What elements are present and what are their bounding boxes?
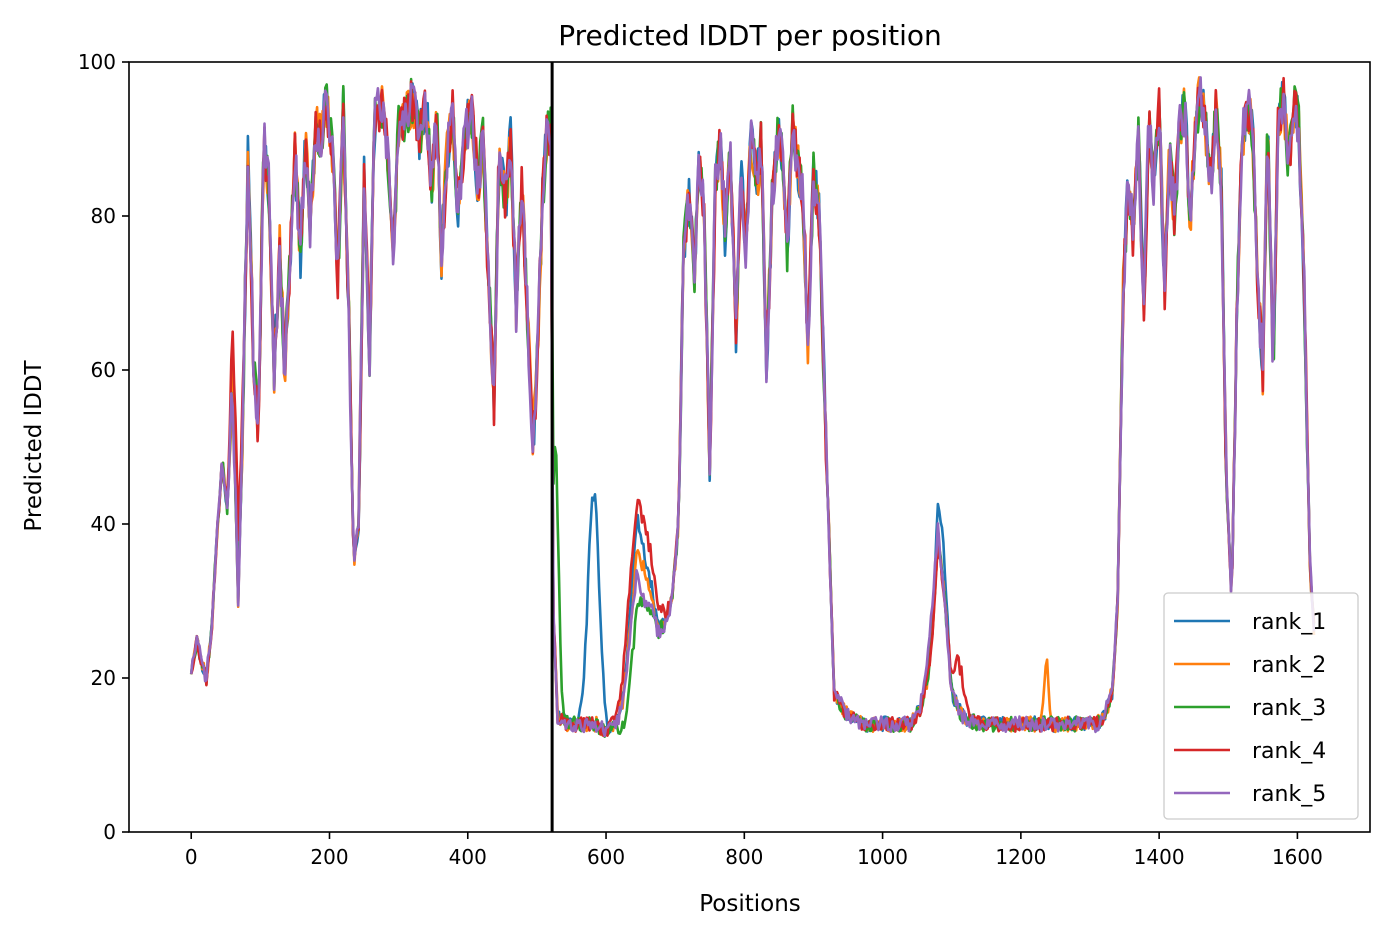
y-axis-ticks: 0 20 40 60 80 100 — [78, 50, 129, 844]
legend-label-rank_4: rank_4 — [1252, 739, 1326, 764]
y-tick-label: 20 — [91, 666, 116, 690]
x-tick-label: 400 — [449, 845, 487, 869]
legend-label-rank_1: rank_1 — [1252, 610, 1326, 635]
legend-label-rank_5: rank_5 — [1252, 782, 1326, 807]
x-tick-label: 1200 — [995, 845, 1046, 869]
x-tick-label: 1400 — [1134, 845, 1185, 869]
legend-label-rank_2: rank_2 — [1252, 653, 1326, 678]
x-axis-ticks: 0 200 400 600 800 1000 1200 1400 1600 — [185, 832, 1323, 869]
x-tick-label: 1000 — [857, 845, 908, 869]
legend: rank_1 rank_2 rank_3 rank_4 rank_5 — [1163, 592, 1359, 820]
y-tick-label: 60 — [91, 358, 116, 382]
x-axis-label: Positions — [699, 891, 801, 917]
chart-title: Predicted lDDT per position — [558, 19, 942, 52]
plot-lines — [189, 76, 1316, 739]
x-tick-label: 600 — [587, 845, 625, 869]
y-tick-label: 40 — [91, 512, 116, 536]
series-line-rank_5 — [189, 76, 1316, 738]
legend-label-rank_3: rank_3 — [1252, 696, 1326, 721]
x-tick-label: 200 — [310, 845, 348, 869]
y-tick-label: 100 — [78, 50, 116, 74]
x-tick-label: 0 — [185, 845, 198, 869]
y-tick-label: 80 — [91, 204, 116, 228]
y-tick-label: 0 — [103, 820, 116, 844]
legend-box — [1163, 592, 1359, 820]
plot-frame — [128, 61, 1371, 833]
x-tick-label: 1600 — [1272, 845, 1323, 869]
x-tick-label: 800 — [725, 845, 763, 869]
y-axis-label: Predicted lDDT — [21, 359, 47, 531]
